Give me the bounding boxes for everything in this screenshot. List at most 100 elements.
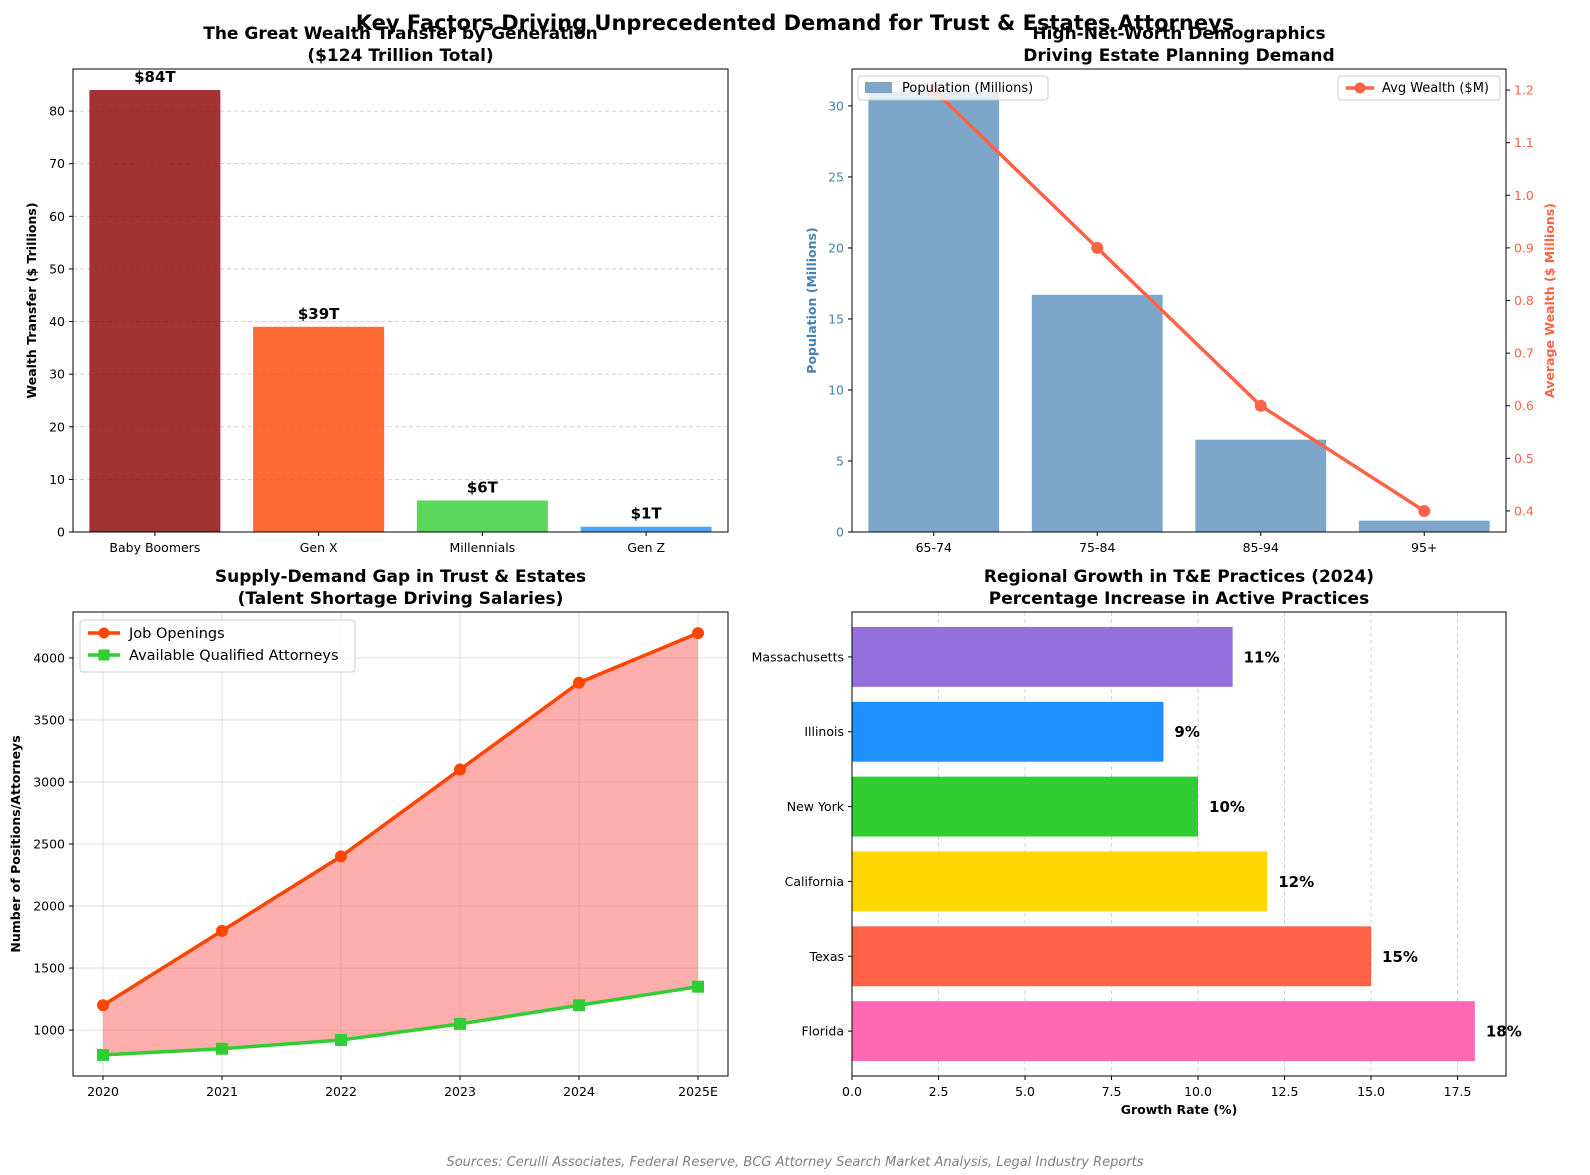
gap-supply-point xyxy=(97,1048,109,1061)
region-xtick-label: 10.0 xyxy=(1184,1084,1212,1099)
gap-ytick-label: 3000 xyxy=(33,774,65,789)
demo-xtick-label: 75-84 xyxy=(1079,540,1115,555)
gap-supply-point xyxy=(692,980,704,993)
wealth-xtick-label: Millennials xyxy=(449,540,515,555)
gap-title-line2: (Talent Shortage Driving Salaries) xyxy=(238,589,564,609)
demo-wealth-line xyxy=(932,88,1426,513)
region-ytick-label: California xyxy=(785,874,844,889)
demo-y2tick-label: 0.7 xyxy=(1514,346,1534,361)
region-bar-label: 10% xyxy=(1209,798,1245,816)
demo-population-bar xyxy=(1358,520,1490,532)
gap-xtick-label: 2022 xyxy=(325,1084,357,1099)
gap-supply-point xyxy=(454,1017,466,1030)
demo-ytick-label: 10 xyxy=(828,382,844,397)
demo-ytick-label: 5 xyxy=(836,453,844,468)
wealth-title-line1: The Great Wealth Transfer by Generation xyxy=(203,24,598,44)
demo-ytick-label: 15 xyxy=(828,311,844,326)
demo-y2tick-label: 0.8 xyxy=(1514,293,1534,308)
wealth-ytick-label: 60 xyxy=(49,209,65,224)
legend-label: Job Openings xyxy=(128,626,225,642)
legend-marker xyxy=(1354,82,1366,94)
figure-title: Key Factors Driving Unprecedented Demand… xyxy=(356,11,1235,35)
legend-box xyxy=(857,75,1049,101)
gap-ytick-label: 1000 xyxy=(33,1023,65,1038)
region-bar xyxy=(852,1001,1475,1062)
gap-openings-point xyxy=(97,999,109,1012)
demo-wealth-point xyxy=(1254,399,1267,412)
region-ytick-label: Texas xyxy=(808,949,844,964)
wealth-xtick-label: Gen Z xyxy=(627,540,665,555)
wealth-ytick-label: 70 xyxy=(49,156,65,171)
figure-source: Sources: Cerulli Associates, Federal Res… xyxy=(446,1155,1143,1170)
region-xtick-label: 7.5 xyxy=(1102,1084,1122,1099)
region-ytick-label: Illinois xyxy=(804,724,844,739)
wealth-bar-label: $39T xyxy=(298,305,340,323)
demo-y2tick-label: 0.6 xyxy=(1514,398,1534,413)
demo-y2tick-label: 0.4 xyxy=(1514,503,1534,518)
region-bar xyxy=(852,701,1164,762)
demo-y2tick-label: 1.2 xyxy=(1514,83,1534,98)
region-bar-label: 11% xyxy=(1244,648,1280,666)
demo-legend-population: Population (Millions) xyxy=(857,75,1049,101)
region-bar-label: 15% xyxy=(1382,948,1418,966)
demo-y2tick-label: 1.0 xyxy=(1514,188,1534,203)
demo-population-bar xyxy=(868,91,1000,532)
region-bar xyxy=(852,851,1268,912)
region-title-line1: Regional Growth in T&E Practices (2024) xyxy=(984,567,1374,587)
wealth-bar-label: $1T xyxy=(631,505,663,523)
demo-frame xyxy=(851,68,1507,533)
demo-ytick-label: 20 xyxy=(828,240,844,255)
wealth-bar xyxy=(253,326,385,532)
region-xtick-label: 2.5 xyxy=(929,1084,949,1099)
region-chart: 0.0 2.5 5.0 7.5 10.0 12.5 15.0 17.5 18% Florida 15… xyxy=(752,612,1522,1117)
gap-openings-point xyxy=(692,627,704,640)
gap-frame xyxy=(72,611,729,1077)
legend-box xyxy=(1337,75,1501,101)
wealth-ytick-label: 30 xyxy=(49,367,65,382)
demo-ytick-label: 30 xyxy=(828,98,844,113)
wealth-frame xyxy=(72,68,729,533)
wealth-ytick-label: 20 xyxy=(49,419,65,434)
gap-ytick-label: 1500 xyxy=(33,961,65,976)
wealth-ytick-label: 0 xyxy=(57,525,65,540)
region-bar-label: 9% xyxy=(1174,723,1199,741)
gap-openings-point xyxy=(335,850,347,863)
gap-xtick-label: 2020 xyxy=(87,1084,119,1099)
legend-marker xyxy=(98,649,110,661)
demo-wealth-point xyxy=(1091,241,1104,254)
demo-y2tick-label: 0.9 xyxy=(1514,240,1534,255)
region-ytick-label: Florida xyxy=(801,1024,844,1039)
wealth-xtick-label: Gen X xyxy=(300,540,338,555)
gap-openings-point xyxy=(454,763,466,776)
gap-openings-point xyxy=(216,924,228,937)
demo-title-line1: High-Net-Worth Demographics xyxy=(1032,24,1325,44)
wealth-bar-label: $6T xyxy=(467,478,499,496)
region-ytick-label: Massachusetts xyxy=(752,649,844,664)
region-xtick-label: 12.5 xyxy=(1271,1084,1299,1099)
gap-openings-point xyxy=(573,676,585,689)
gap-xtick-label: 2024 xyxy=(563,1084,595,1099)
region-bar xyxy=(852,776,1199,837)
demo-wealth-point xyxy=(1418,504,1431,517)
demo-ylabel: Population (Millions) xyxy=(804,227,819,373)
gap-fill-area xyxy=(103,633,698,1055)
gap-ytick-label: 2500 xyxy=(33,837,65,852)
gap-supply-point xyxy=(573,999,585,1012)
wealth-ytick-label: 10 xyxy=(49,472,65,487)
region-bar xyxy=(852,926,1372,987)
wealth-title-line2: ($124 Trillion Total) xyxy=(307,46,493,66)
legend-label: Avg Wealth ($M) xyxy=(1382,81,1489,96)
wealth-ylabel: Wealth Transfer ($ Trillions) xyxy=(24,202,39,398)
region-bar xyxy=(852,626,1233,687)
region-xlabel: Growth Rate (%) xyxy=(1121,1102,1238,1117)
legend-swatch xyxy=(865,82,892,93)
wealth-ytick-label: 40 xyxy=(49,314,65,329)
wealth-ytick-label: 80 xyxy=(49,104,65,119)
gap-xtick-label: 2025E xyxy=(678,1084,718,1099)
region-title-line2: Percentage Increase in Active Practices xyxy=(989,589,1369,609)
gap-xtick-label: 2023 xyxy=(444,1084,476,1099)
demo-ytick-label: 0 xyxy=(836,525,844,540)
wealth-ytick-label: 50 xyxy=(49,261,65,276)
demo-ytick-label: 25 xyxy=(828,169,844,184)
